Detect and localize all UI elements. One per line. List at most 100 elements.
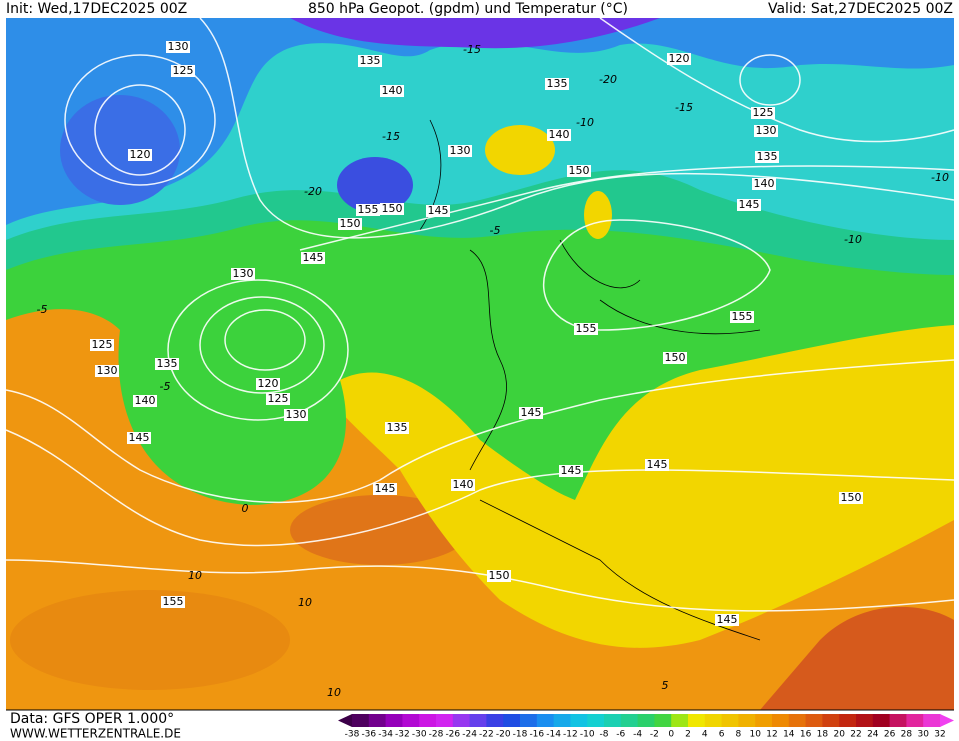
colorbar-label: 18 xyxy=(817,730,829,740)
temperature-label: -5 xyxy=(37,303,48,316)
geopotential-label: 135 xyxy=(387,421,408,434)
label-background xyxy=(166,41,190,53)
contour xyxy=(599,17,955,143)
label-background xyxy=(356,204,380,216)
colorbar-label: -38 xyxy=(345,730,360,740)
geopotential-label: 155 xyxy=(163,595,184,608)
colorbar-swatch xyxy=(721,714,739,727)
geopotential-label: 145 xyxy=(375,482,396,495)
geopotential-label: 150 xyxy=(340,217,361,230)
geopotential-label: 130 xyxy=(233,267,254,280)
colorbar-label: 12 xyxy=(766,730,777,740)
label-background xyxy=(645,459,669,471)
geopotential-label: 155 xyxy=(576,322,597,335)
colorbar-swatch xyxy=(436,714,454,727)
colorbar-label: 22 xyxy=(850,730,861,740)
colorbar-swatch xyxy=(385,714,403,727)
colorbar-swatch xyxy=(368,714,387,727)
colorbar-swatch xyxy=(906,714,924,727)
geopotential-label: 145 xyxy=(647,458,668,471)
colorbar-swatch xyxy=(671,714,689,727)
colorbar-swatch xyxy=(419,714,437,727)
label-background xyxy=(715,614,739,626)
contour xyxy=(5,429,955,547)
label-background xyxy=(373,483,397,495)
contour xyxy=(739,54,801,106)
geopotential-label: 120 xyxy=(669,52,690,65)
label-background xyxy=(95,365,119,377)
colorbar-label: 8 xyxy=(736,730,742,740)
label-background xyxy=(730,311,754,323)
geopotential-label: 140 xyxy=(549,128,570,141)
label-background xyxy=(256,378,280,390)
colorbar-swatch xyxy=(352,714,370,727)
colorbar-label: 26 xyxy=(884,730,896,740)
colorbar-label: -36 xyxy=(361,730,376,740)
warm-patch xyxy=(290,495,470,565)
contour xyxy=(543,219,771,331)
geopotential-label: 145 xyxy=(717,613,738,626)
label-background xyxy=(487,570,511,582)
geopotential-label: 135 xyxy=(547,77,568,90)
mild-patch xyxy=(485,125,555,175)
geopotential-contours xyxy=(5,17,955,612)
temperature-label: 10 xyxy=(327,686,341,699)
contour xyxy=(199,17,955,239)
colorbar-swatch xyxy=(536,714,555,727)
geopotential-label: 155 xyxy=(732,310,753,323)
temperature-label: -10 xyxy=(931,171,949,184)
geopotential-label: 130 xyxy=(286,408,307,421)
label-background xyxy=(284,409,308,421)
geopotential-label: 140 xyxy=(453,478,474,491)
very-cold-area xyxy=(6,18,954,225)
colorbar-label: -26 xyxy=(445,730,460,740)
colorbar-label: -22 xyxy=(479,730,494,740)
contour xyxy=(224,309,306,371)
geopotential-label: 125 xyxy=(92,338,113,351)
label-background xyxy=(559,465,583,477)
geopotential-label: 135 xyxy=(157,357,178,370)
warm-patch xyxy=(10,590,290,690)
colorbar-swatch xyxy=(872,714,891,727)
temperature-label: -5 xyxy=(160,380,171,393)
geopotential-label: 130 xyxy=(756,124,777,137)
colorbar-label: 28 xyxy=(901,730,913,740)
colorbar-swatch xyxy=(738,714,756,727)
geopotential-label: 120 xyxy=(258,377,279,390)
cold-core xyxy=(60,95,180,205)
temperature-label: -5 xyxy=(490,224,501,237)
data-source: Data: GFS OPER 1.000° xyxy=(10,711,174,727)
label-background xyxy=(90,339,114,351)
colorbar-swatch xyxy=(520,714,538,727)
label-background xyxy=(754,125,778,137)
colorbar-label: -6 xyxy=(616,730,625,740)
geopotential-label: 130 xyxy=(450,144,471,157)
colorbar-label: 0 xyxy=(668,730,674,740)
colorbar-swatch xyxy=(923,714,941,727)
colorbar-swatch xyxy=(604,714,622,727)
geopotential-label: 125 xyxy=(753,106,774,119)
geopotential-label: 145 xyxy=(561,464,582,477)
label-background xyxy=(133,395,157,407)
label-background xyxy=(128,149,152,161)
geopotential-label: 150 xyxy=(841,491,862,504)
temperature-label: -15 xyxy=(382,130,400,143)
colorbar-swatch xyxy=(570,714,588,727)
colorbar-swatch xyxy=(839,714,857,727)
geopotential-label: 140 xyxy=(754,177,775,190)
geopotential-label: 130 xyxy=(168,40,189,53)
geopotential-label: 130 xyxy=(97,364,118,377)
label-background xyxy=(667,53,691,65)
label-background xyxy=(574,323,598,335)
contour xyxy=(199,296,325,394)
cold-core xyxy=(337,157,413,213)
init-time: Init: Wed,17DEC2025 00Z xyxy=(6,1,187,17)
temperature-label: 5 xyxy=(662,679,669,692)
temperature-label: 10 xyxy=(188,569,202,582)
colorbar-swatch xyxy=(503,714,521,727)
contour xyxy=(94,84,186,176)
label-background xyxy=(751,107,775,119)
label-background xyxy=(448,145,472,157)
colorbar-swatch xyxy=(755,714,773,727)
